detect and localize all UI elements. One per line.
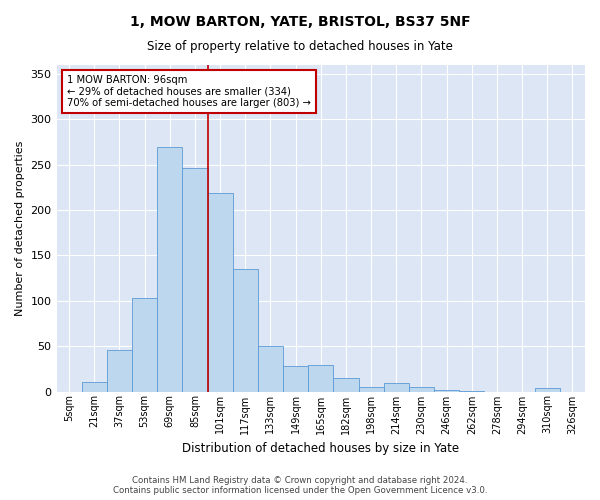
Bar: [107, 350, 132, 392]
Bar: [535, 388, 560, 392]
Text: 1, MOW BARTON, YATE, BRISTOL, BS37 5NF: 1, MOW BARTON, YATE, BRISTOL, BS37 5NF: [130, 15, 470, 29]
Bar: [258, 346, 283, 392]
Bar: [283, 366, 308, 392]
Bar: [334, 378, 359, 392]
Y-axis label: Number of detached properties: Number of detached properties: [15, 140, 25, 316]
Bar: [359, 387, 383, 392]
Bar: [308, 365, 334, 392]
Text: 1 MOW BARTON: 96sqm
← 29% of detached houses are smaller (334)
70% of semi-detac: 1 MOW BARTON: 96sqm ← 29% of detached ho…: [67, 75, 311, 108]
X-axis label: Distribution of detached houses by size in Yate: Distribution of detached houses by size …: [182, 442, 460, 455]
Bar: [233, 269, 258, 392]
Bar: [434, 390, 459, 392]
Bar: [132, 298, 157, 392]
Bar: [157, 146, 182, 392]
Bar: [459, 390, 484, 392]
Bar: [208, 193, 233, 392]
Bar: [82, 382, 107, 392]
Text: Contains HM Land Registry data © Crown copyright and database right 2024.
Contai: Contains HM Land Registry data © Crown c…: [113, 476, 487, 495]
Bar: [409, 387, 434, 392]
Bar: [182, 168, 208, 392]
Text: Size of property relative to detached houses in Yate: Size of property relative to detached ho…: [147, 40, 453, 53]
Bar: [383, 384, 409, 392]
